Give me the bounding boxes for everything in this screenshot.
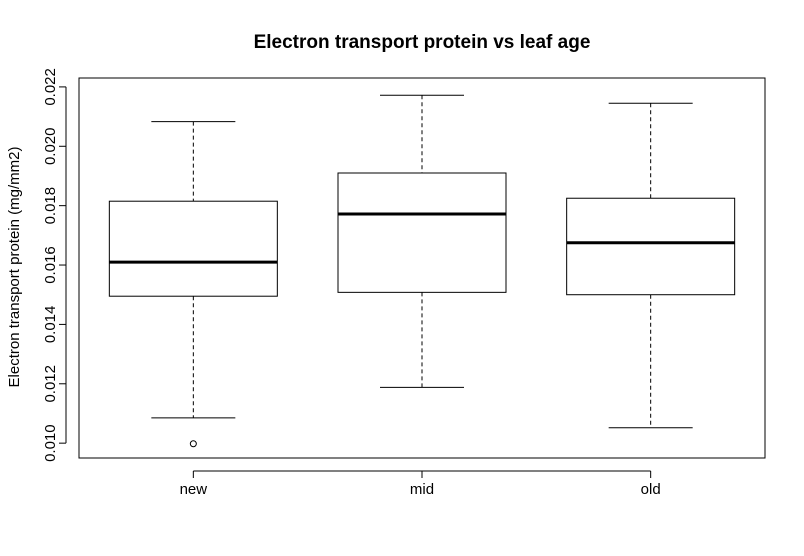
y-tick-label: 0.020 <box>42 128 59 166</box>
y-axis: 0.010 0.012 0.014 0.016 0.018 0.020 0.022 <box>42 68 67 462</box>
box-old <box>566 102 736 429</box>
y-tick-label: 0.010 <box>42 424 59 462</box>
y-tick-label: 0.018 <box>42 187 59 225</box>
chart-title: Electron transport protein vs leaf age <box>254 32 591 53</box>
y-tick-label: 0.016 <box>42 246 59 284</box>
y-tick-label: 0.014 <box>42 306 59 344</box>
y-axis-label: Electron transport protein (mg/mm2) <box>6 147 23 388</box>
plot-area-frame <box>78 77 766 459</box>
x-axis: new mid old <box>180 470 661 498</box>
outlier-point <box>189 440 197 448</box>
y-tick-label: 0.012 <box>42 365 59 403</box>
x-tick-label-old: old <box>641 481 661 498</box>
x-tick-label-mid: mid <box>410 481 434 498</box>
iqr-box <box>337 172 507 293</box>
box-new <box>108 121 278 448</box>
y-tick-label: 0.022 <box>42 68 59 106</box>
x-tick-label-new: new <box>180 481 208 498</box>
iqr-box <box>108 200 278 297</box>
iqr-box <box>566 197 736 296</box>
box-mid <box>337 94 507 388</box>
boxes-group <box>108 94 736 448</box>
